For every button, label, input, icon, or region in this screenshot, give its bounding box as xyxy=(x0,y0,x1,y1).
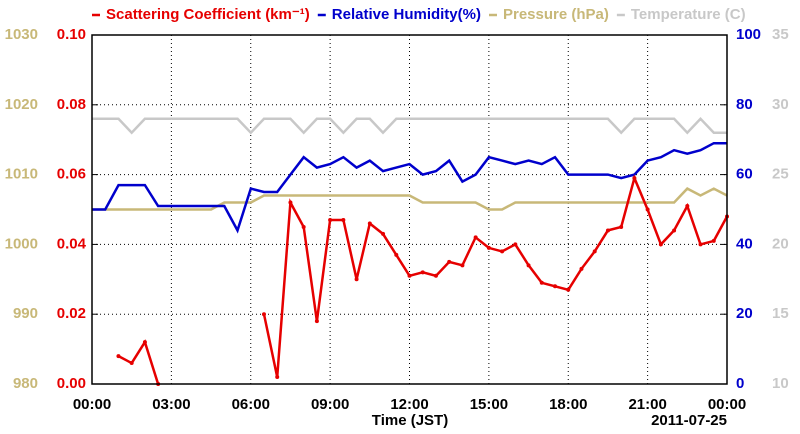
y-tick-label: 990 xyxy=(13,305,38,322)
data-point xyxy=(645,207,650,212)
y-tick-label: 0.00 xyxy=(57,375,86,392)
y-tick-label: 0.04 xyxy=(57,235,87,252)
data-point xyxy=(473,235,478,240)
date-label: 2011-07-25 xyxy=(651,412,727,429)
data-point xyxy=(142,340,147,345)
y-tick-label: 40 xyxy=(736,235,753,252)
y-tick-label: 980 xyxy=(13,375,38,392)
y-tick-label: 0 xyxy=(736,375,744,392)
series-line xyxy=(117,174,729,385)
data-point xyxy=(447,259,452,264)
data-point xyxy=(407,273,412,278)
x-tick-label: 18:00 xyxy=(549,396,587,413)
data-point xyxy=(420,270,425,275)
legend-label: Relative Humidity(%) xyxy=(332,6,481,23)
data-point xyxy=(698,242,703,247)
plot-frame xyxy=(91,34,728,385)
data-point xyxy=(592,249,597,254)
data-point xyxy=(328,217,333,222)
data-point xyxy=(539,280,544,285)
x-tick-label: 03:00 xyxy=(152,396,190,413)
y-tick-label: 0.10 xyxy=(57,26,86,43)
data-point xyxy=(526,263,531,268)
y-tick-label: 1000 xyxy=(5,235,38,252)
y-tick-label: 15 xyxy=(772,305,789,322)
data-point xyxy=(394,252,399,257)
x-tick-label: 21:00 xyxy=(628,396,666,413)
y-tick-label: 30 xyxy=(772,96,789,113)
data-point xyxy=(275,375,280,380)
data-point xyxy=(658,242,663,247)
data-point xyxy=(566,287,571,292)
data-point xyxy=(711,238,716,243)
data-point xyxy=(553,284,558,289)
data-point xyxy=(129,361,134,366)
data-point xyxy=(486,245,491,250)
data-point xyxy=(354,277,359,282)
series-line xyxy=(92,116,727,135)
x-tick-label: 06:00 xyxy=(232,396,270,413)
data-point xyxy=(672,228,677,233)
legend-label: Pressure (hPa) xyxy=(503,6,609,23)
y-tick-label: 35 xyxy=(772,26,789,43)
y-tick-label: 10 xyxy=(772,375,789,392)
y-tick-label: 25 xyxy=(772,166,789,183)
y-tick-label: 1030 xyxy=(5,26,38,43)
legend-label: Temperature (C) xyxy=(631,6,746,23)
data-point xyxy=(632,176,637,181)
y-tick-label: 0.08 xyxy=(57,96,86,113)
y-tick-label: 80 xyxy=(736,96,753,113)
x-tick-label: 15:00 xyxy=(470,396,508,413)
data-point xyxy=(116,354,121,359)
data-point xyxy=(261,312,266,317)
y-tick-label: 100 xyxy=(736,26,761,43)
data-point xyxy=(579,266,584,271)
y-tick-label: 20 xyxy=(736,305,753,322)
data-point xyxy=(500,249,505,254)
x-tick-label: 00:00 xyxy=(708,396,746,413)
data-point xyxy=(314,319,319,324)
y-tick-label: 0.06 xyxy=(57,166,86,183)
x-tick-label: 09:00 xyxy=(311,396,349,413)
x-axis-title: Time (JST) xyxy=(372,412,448,429)
data-point xyxy=(381,231,386,236)
data-point xyxy=(605,228,610,233)
y-tick-label: 60 xyxy=(736,166,753,183)
series-line xyxy=(92,187,728,211)
data-point xyxy=(301,224,306,229)
data-point xyxy=(619,224,624,229)
data-point xyxy=(433,273,438,278)
y-tick-label: 1010 xyxy=(5,166,38,183)
legend-label: Scattering Coefficient (km⁻¹) xyxy=(106,6,310,23)
data-point xyxy=(288,200,293,205)
y-tick-label: 0.02 xyxy=(57,305,86,322)
data-point xyxy=(341,217,346,222)
data-point xyxy=(685,204,690,209)
y-tick-label: 1020 xyxy=(5,96,38,113)
series-line xyxy=(92,141,727,234)
data-point xyxy=(513,242,518,247)
x-tick-label: 12:00 xyxy=(390,396,428,413)
data-point xyxy=(367,221,372,226)
y-tick-label: 20 xyxy=(772,235,789,252)
data-point xyxy=(460,263,465,268)
x-tick-label: 00:00 xyxy=(73,396,111,413)
